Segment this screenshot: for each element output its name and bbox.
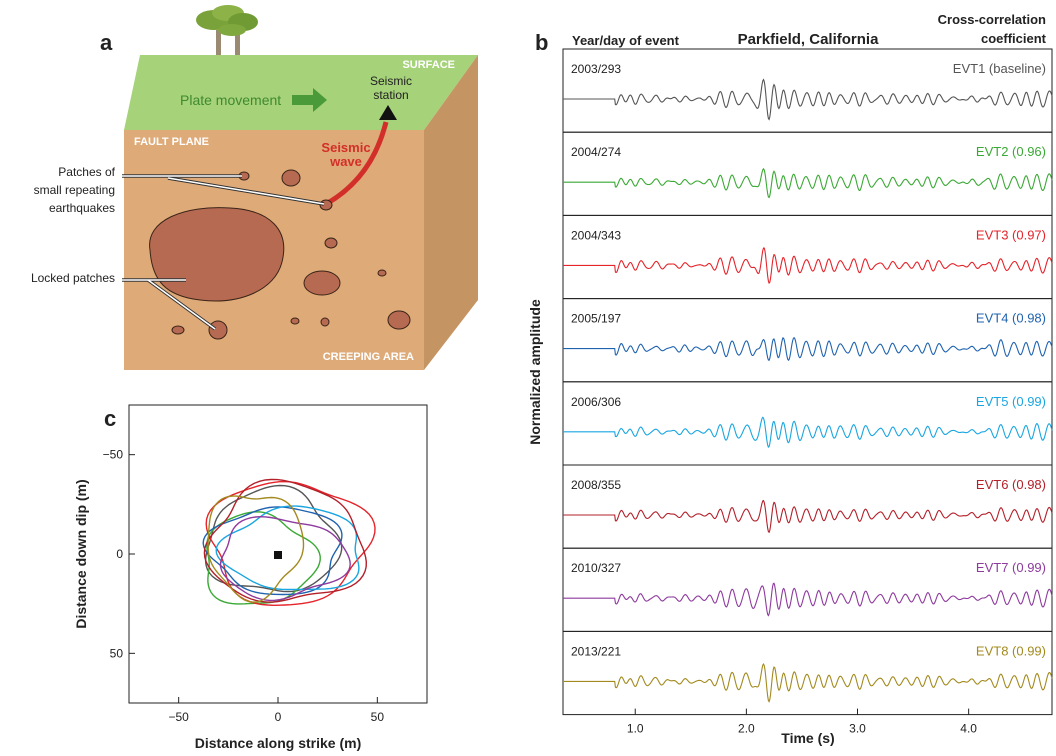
waveform-line — [563, 336, 1053, 361]
y-tick-label: −50 — [103, 448, 124, 462]
locked-patch-large — [149, 207, 285, 302]
trace-frame — [562, 630, 1053, 716]
event-date: 2004/343 — [571, 228, 621, 242]
seismic-station-label-line1: Seismic — [370, 74, 412, 88]
event-label: EVT8 (0.99) — [976, 643, 1046, 658]
side-face — [424, 55, 478, 370]
y-axis-label: Normalized amplitude — [527, 299, 543, 445]
x-tick-label: 50 — [371, 710, 385, 724]
event-date: 2013/221 — [571, 644, 621, 658]
patches-label-line2: small repeating — [34, 183, 115, 197]
panel-a: a SURFACE FAULT PLANE CREEPING AREA Plat… — [31, 5, 478, 370]
event-date: 2004/274 — [571, 145, 621, 159]
x-tick-label: 3.0 — [849, 722, 866, 736]
event-label: EVT6 (0.98) — [976, 477, 1046, 492]
event-date: 2003/293 — [571, 62, 621, 76]
patches-label-line1: Patches of — [58, 165, 115, 179]
x-tick-label: −50 — [168, 710, 189, 724]
rupture-outline — [215, 505, 360, 591]
x-tick-label: 4.0 — [960, 722, 977, 736]
waveform-line — [563, 247, 1053, 285]
event-date: 2005/197 — [571, 312, 621, 326]
waveform-line — [563, 167, 1053, 199]
y-tick-label: 0 — [116, 547, 123, 561]
x-tick-label: 1.0 — [627, 722, 644, 736]
small-patch — [320, 317, 330, 327]
axes: −50 −50 0 0 50 50 — [103, 448, 385, 724]
seismic-station-icon — [379, 105, 397, 120]
event-label: EVT4 (0.98) — [976, 311, 1046, 326]
waveform-line — [563, 499, 1053, 534]
small-patch — [171, 325, 185, 335]
panel-a-label: a — [100, 30, 113, 55]
hypocenter-marker — [274, 551, 282, 559]
cc-header-line2: coefficient — [981, 31, 1047, 46]
surface-label: SURFACE — [402, 59, 455, 71]
small-patch — [290, 317, 300, 325]
patches-group — [149, 169, 411, 340]
seismic-wave-label-line1: Seismic — [321, 140, 370, 155]
rupture-outline — [202, 506, 343, 596]
rupture-outline — [219, 515, 351, 602]
plate-movement-label: Plate movement — [180, 92, 281, 108]
rupture-outline — [204, 484, 343, 593]
panel-b: b Year/day of event Parkfield, Californi… — [527, 12, 1053, 746]
event-date: 2008/355 — [571, 478, 621, 492]
event-label: EVT3 (0.97) — [976, 227, 1046, 242]
rupture-outline — [205, 480, 376, 607]
trace-row: 2005/197 EVT4 (0.98) — [562, 298, 1053, 383]
panel-c-label: c — [104, 406, 116, 431]
small-patch — [377, 269, 387, 277]
seismic-station-label-line2: station — [373, 88, 408, 102]
event-label: EVT2 (0.96) — [976, 144, 1046, 159]
panel-c: c −50 −50 0 0 50 50 Distance along strike (m)… — [73, 404, 428, 751]
rupture-outline — [207, 495, 305, 603]
locked-patch — [303, 270, 341, 296]
plate-movement-arrow-icon — [292, 88, 327, 112]
callout-lines — [122, 174, 325, 331]
event-date: 2006/306 — [571, 395, 621, 409]
x-axis-label: Time (s) — [781, 730, 834, 746]
panel-b-label: b — [535, 30, 548, 55]
locked-patch — [208, 320, 228, 340]
trace-row: 2013/221 EVT8 (0.99) — [562, 630, 1053, 716]
locked-patches-label: Locked patches — [31, 271, 115, 285]
creeping-area-label: CREEPING AREA — [323, 351, 414, 363]
cc-header-line1: Cross-correlation — [938, 12, 1046, 27]
waveform-line — [563, 582, 1053, 617]
rupture-outline — [203, 478, 368, 603]
chart-title: Parkfield, California — [738, 31, 880, 48]
waveform-line — [563, 663, 1053, 703]
locked-patch — [387, 310, 411, 330]
event-label: EVT5 (0.99) — [976, 394, 1046, 409]
seismic-wave-label-line2: wave — [329, 154, 362, 169]
x-axis-label: Distance along strike (m) — [195, 735, 362, 751]
rupture-outlines — [202, 478, 376, 607]
y-tick-label: 50 — [110, 646, 124, 660]
event-label: EVT7 (0.99) — [976, 560, 1046, 575]
year-day-header: Year/day of event — [572, 33, 680, 48]
trace-row: 2004/343 EVT3 (0.97) — [562, 214, 1053, 300]
trace-row: 2008/355 EVT6 (0.98) — [562, 464, 1053, 549]
patches-label-line3: earthquakes — [49, 201, 115, 215]
trace-row: 2006/306 EVT5 (0.99) — [562, 381, 1053, 466]
small-patch — [281, 169, 301, 187]
y-axis-label: Distance down dip (m) — [73, 479, 89, 628]
x-tick-label: 0 — [275, 710, 282, 724]
x-tick-label: 2.0 — [738, 722, 755, 736]
waveform-line — [563, 416, 1053, 448]
waveform-line — [563, 78, 1053, 121]
trace-row: 2010/327 EVT7 (0.99) — [562, 547, 1053, 632]
small-patch — [324, 237, 338, 249]
trace-rows: 2003/293 EVT1 (baseline) 2004/274 EVT2 (0.9… — [562, 48, 1053, 716]
seismic-wave-path — [324, 121, 389, 207]
trace-row: 2004/274 EVT2 (0.96) — [562, 131, 1053, 216]
event-label: EVT1 (baseline) — [953, 61, 1046, 76]
trace-row: 2003/293 EVT1 (baseline) — [562, 48, 1053, 133]
x-axis: 1.0 2.0 3.0 4.0 — [627, 708, 977, 736]
tree-icon — [196, 5, 258, 78]
fault-plane-label: FAULT PLANE — [134, 136, 209, 148]
event-date: 2010/327 — [571, 561, 621, 575]
